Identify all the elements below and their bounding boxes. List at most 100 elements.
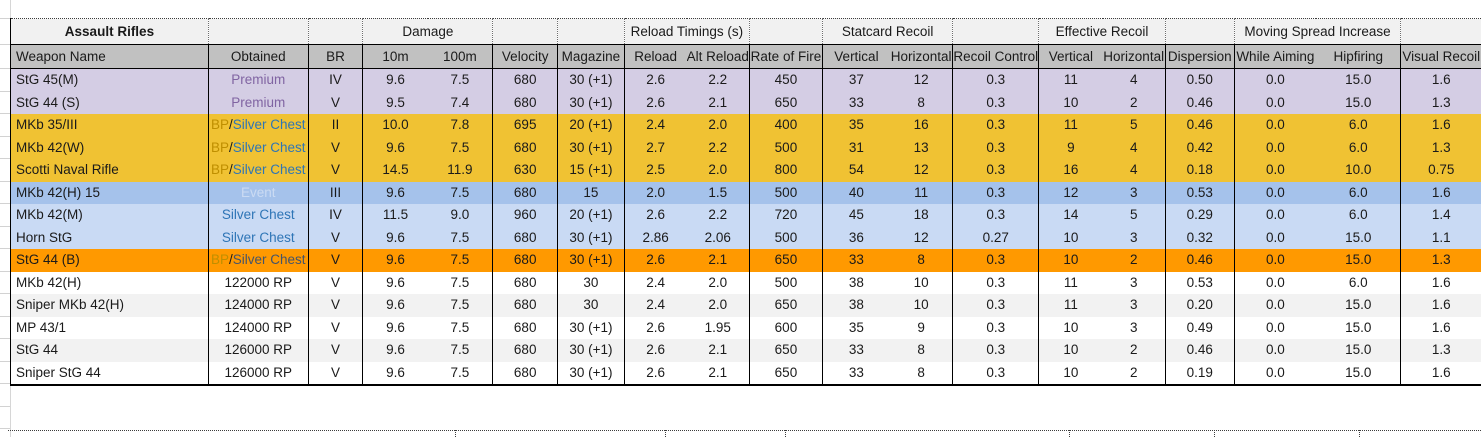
cell-hipfiring[interactable]: 6.0 — [1316, 114, 1402, 137]
cell-alt-reload[interactable]: 2.2 — [686, 136, 750, 159]
cell-statcard-vertical[interactable]: 33 — [848, 94, 864, 110]
cell-dispersion[interactable]: 0.29 — [1165, 204, 1235, 227]
cell-obtained[interactable]: 124000 RP — [208, 294, 309, 317]
cell-statcard-vertical[interactable]: 33 — [822, 361, 890, 386]
cell-reload[interactable]: 2.7 — [646, 139, 665, 155]
cell-effective-horizontal[interactable]: 3 — [1102, 271, 1166, 294]
cell-br[interactable]: IV — [308, 204, 364, 227]
cell-recoil-control[interactable]: 0.3 — [952, 159, 1040, 182]
group-header-damage[interactable]: Damage — [362, 18, 494, 45]
cell-statcard-vertical[interactable]: 33 — [848, 342, 864, 357]
cell-hipfiring[interactable]: 15.0 — [1316, 316, 1402, 339]
cell-recoil-control[interactable]: 0.3 — [952, 361, 1040, 386]
cell-weapon-name[interactable]: StG 44 (S) — [10, 91, 209, 114]
cell-velocity[interactable]: 680 — [492, 361, 559, 386]
cell-recoil-control[interactable]: 0.3 — [952, 294, 1040, 317]
cell-reload[interactable]: 2.5 — [646, 162, 665, 177]
col-header-weapon-name[interactable]: Weapon Name — [10, 44, 209, 69]
cell-damage-100m[interactable]: 7.5 — [427, 226, 494, 249]
cell-alt-reload[interactable]: 2.1 — [686, 91, 750, 114]
col-header-reload[interactable]: Reload — [624, 44, 687, 69]
cell-hipfiring[interactable]: 6.0 — [1316, 136, 1402, 159]
cell-weapon-name[interactable]: Horn StG — [10, 226, 209, 249]
cell-alt-reload[interactable]: 2.0 — [686, 159, 750, 182]
cell-damage-100m[interactable]: 9.0 — [427, 204, 494, 227]
cell-statcard-horizontal[interactable]: 16 — [889, 114, 954, 137]
cell-rate-of-fire[interactable]: 800 — [749, 159, 823, 182]
cell-effective-vertical[interactable]: 11 — [1063, 72, 1078, 87]
cell-hipfiring[interactable]: 6.0 — [1316, 181, 1402, 204]
cell-effective-vertical[interactable]: 11 — [1063, 274, 1078, 290]
cell-obtained[interactable]: Premium — [208, 68, 309, 92]
cell-alt-reload[interactable]: 2.1 — [686, 361, 750, 386]
cell-hipfiring[interactable]: 6.0 — [1316, 204, 1402, 227]
cell-rate-of-fire[interactable]: 650 — [749, 294, 823, 317]
cell-recoil-control[interactable]: 0.3 — [952, 316, 1040, 339]
cell-weapon-name[interactable]: StG 45(M) — [10, 68, 209, 92]
cell-visual-recoil[interactable]: 1.3 — [1431, 252, 1451, 267]
cell-obtained[interactable]: Silver Chest — [208, 204, 309, 227]
cell-hipfiring[interactable]: 6.0 — [1316, 271, 1402, 294]
cell-magazine[interactable]: 30 (+1) — [557, 316, 625, 339]
cell-statcard-horizontal[interactable]: 11 — [889, 181, 954, 204]
cell-effective-horizontal[interactable]: 2 — [1102, 249, 1166, 272]
col-header-rate-of-fire[interactable]: Rate of Fire — [749, 44, 823, 69]
cell-dispersion[interactable]: 0.46 — [1165, 91, 1235, 114]
cell-visual-recoil[interactable]: 1.6 — [1431, 184, 1451, 200]
cell-hipfiring[interactable]: 15.0 — [1316, 91, 1402, 114]
cell-rate-of-fire[interactable]: 650 — [749, 249, 823, 272]
group-header-empty[interactable] — [952, 18, 1040, 45]
cell-visual-recoil[interactable]: 1.3 — [1431, 342, 1451, 357]
col-header-statcard-vertical[interactable]: Vertical — [822, 44, 890, 69]
cell-while-aiming[interactable]: 0.0 — [1265, 72, 1285, 87]
cell-br[interactable]: V — [308, 136, 364, 159]
col-header-hipfiring[interactable]: Hipfiring — [1316, 44, 1402, 69]
cell-velocity[interactable]: 680 — [492, 181, 559, 204]
col-header-obtained[interactable]: Obtained — [208, 44, 309, 69]
cell-statcard-horizontal[interactable]: 10 — [889, 294, 954, 317]
cell-obtained[interactable]: BP/Silver Chest — [208, 159, 309, 182]
cell-while-aiming[interactable]: 0.0 — [1265, 184, 1285, 200]
cell-br[interactable]: V — [308, 159, 364, 182]
cell-hipfiring[interactable]: 10.0 — [1316, 159, 1402, 182]
cell-visual-recoil[interactable]: 1.1 — [1431, 229, 1451, 245]
cell-statcard-horizontal[interactable]: 12 — [889, 68, 954, 92]
cell-damage-100m[interactable]: 7.5 — [427, 339, 494, 362]
cell-dispersion[interactable]: 0.18 — [1165, 159, 1235, 182]
cell-damage-100m[interactable]: 7.5 — [427, 361, 494, 386]
col-header-visual-recoil[interactable]: Visual Recoil — [1400, 44, 1481, 69]
cell-rate-of-fire[interactable]: 500 — [749, 181, 823, 204]
cell-magazine[interactable]: 30 (+1) — [557, 339, 625, 362]
cell-obtained[interactable]: BP/Silver Chest — [208, 114, 309, 137]
col-header-dispersion[interactable]: Dispersion — [1165, 44, 1235, 69]
cell-damage-100m[interactable]: 7.8 — [427, 114, 494, 137]
cell-weapon-name[interactable]: MKb 42(H) — [10, 271, 209, 294]
col-header-statcard-horizontal[interactable]: Horizontal — [889, 44, 954, 69]
col-header-recoil-control[interactable]: Recoil Control — [952, 44, 1040, 69]
group-header-empty[interactable] — [557, 18, 625, 45]
col-header-alt-reload[interactable]: Alt Reload — [686, 44, 750, 69]
cell-while-aiming[interactable]: 0.0 — [1265, 229, 1285, 245]
cell-weapon-name[interactable]: MKb 42(H) 15 — [10, 181, 209, 204]
cell-alt-reload[interactable]: 2.1 — [686, 339, 750, 362]
group-header-empty[interactable] — [1400, 18, 1481, 45]
cell-damage-100m[interactable]: 7.5 — [427, 68, 494, 92]
cell-recoil-control[interactable]: 0.3 — [952, 136, 1040, 159]
cell-damage-10m[interactable]: 9.6 — [386, 297, 405, 312]
cell-magazine[interactable]: 30 (+1) — [557, 91, 625, 114]
cell-velocity[interactable]: 680 — [492, 316, 559, 339]
cell-rate-of-fire[interactable]: 400 — [749, 114, 823, 137]
cell-magazine[interactable]: 30 (+1) — [557, 249, 625, 272]
cell-statcard-horizontal[interactable]: 12 — [889, 159, 954, 182]
group-header-statcard-recoil[interactable]: Statcard Recoil — [822, 18, 954, 45]
cell-statcard-vertical[interactable]: 31 — [848, 139, 864, 155]
cell-reload[interactable]: 2.6 — [646, 319, 665, 335]
cell-damage-100m[interactable]: 7.4 — [427, 91, 494, 114]
cell-statcard-vertical[interactable]: 45 — [848, 207, 864, 222]
cell-effective-horizontal[interactable]: 3 — [1102, 226, 1166, 249]
cell-br[interactable]: V — [308, 294, 364, 317]
cell-reload[interactable]: 2.6 — [624, 361, 687, 386]
cell-velocity[interactable]: 695 — [492, 114, 559, 137]
cell-statcard-horizontal[interactable]: 13 — [889, 136, 954, 159]
cell-visual-recoil[interactable]: 1.3 — [1431, 94, 1451, 110]
